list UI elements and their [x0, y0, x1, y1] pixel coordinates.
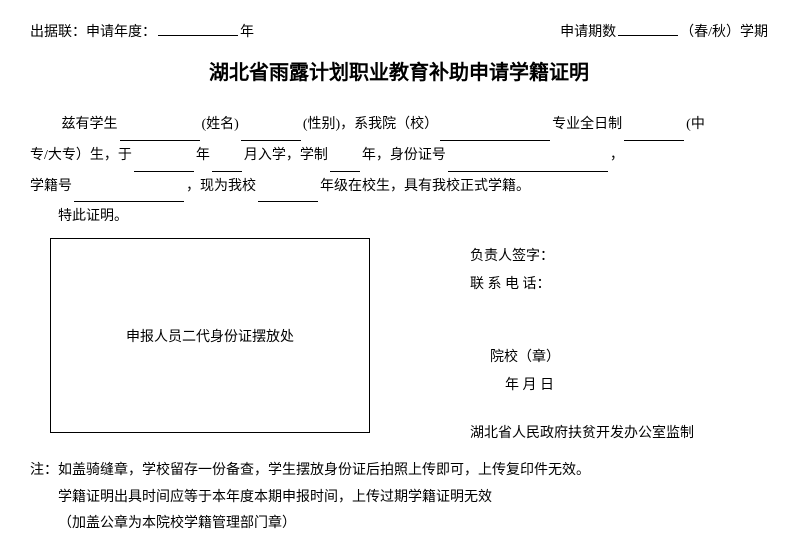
year-blank	[158, 20, 238, 36]
note-3: （加盖公章为本院校学籍管理部门章）	[30, 511, 768, 538]
note1-text: 如盖骑缝章，学校留存一份备查，学生摆放身份证后拍照上传即可，上传复印件无效。	[58, 463, 590, 478]
l2b: 年	[196, 148, 210, 163]
grade-blank	[258, 186, 318, 202]
l3b: ，现为我校	[186, 179, 256, 194]
l3a: 学籍号	[30, 179, 72, 194]
id-box-text: 申报人员二代身份证摆放处	[126, 326, 294, 346]
l2d: 年，身份证号	[362, 148, 446, 163]
id-card-box: 申报人员二代身份证摆放处	[50, 238, 370, 433]
supervise-line: 湖北省人民政府扶贫开发办公室监制	[470, 420, 768, 448]
tel-label: 联 系 电 话：	[470, 271, 768, 299]
lower-section: 申报人员二代身份证摆放处 负责人签字： 联 系 电 话： 院校（章） 年 月 日…	[30, 238, 768, 448]
school-stamp: 院校（章）	[490, 344, 768, 372]
id-box-wrap: 申报人员二代身份证摆放处	[30, 238, 370, 448]
date-line: 年 月 日	[490, 372, 768, 400]
body-text: 兹有学生 (姓名) (性别)，系我院（校） 专业全日制 (中 专/大专）生，于 年 月入学，…	[30, 110, 768, 233]
l2a: 专/大专）生，于	[30, 148, 132, 163]
note-2: 学籍证明出具时间应等于本年度本期申报时间，上传过期学籍证明无效	[30, 485, 768, 512]
header-left: 出据联： 申请年度： 年	[30, 20, 254, 41]
stamp-group: 院校（章） 年 月 日	[470, 344, 768, 400]
note-1: 注：如盖骑缝章，学校留存一份备查，学生摆放身份证后拍照上传即可，上传复印件无效。	[30, 458, 768, 485]
gender-blank	[241, 125, 301, 141]
period-blank	[618, 20, 678, 36]
name-blank	[120, 125, 200, 141]
l1a: 兹有学生	[62, 117, 118, 132]
document-title: 湖北省雨露计划职业教育补助申请学籍证明	[30, 56, 768, 85]
l1d: 专业全日制	[552, 117, 622, 132]
note-prefix: 注：	[30, 463, 58, 478]
major-blank	[624, 125, 684, 141]
l2c: 月入学，学制	[244, 148, 328, 163]
sign-group: 负责人签字： 联 系 电 话：	[470, 243, 768, 299]
body-line1: 兹有学生 (姓名) (性别)，系我院（校） 专业全日制 (中	[30, 110, 768, 141]
right-info: 负责人签字： 联 系 电 话： 院校（章） 年 月 日 湖北省人民政府扶贫开发办…	[370, 238, 768, 448]
l1e: (中	[686, 117, 705, 132]
student-id-blank	[74, 186, 184, 202]
year-label: 申请年度：	[86, 21, 156, 41]
header-row: 出据联： 申请年度： 年 申请期数 （春/秋）学期	[30, 20, 768, 41]
enroll-year-blank	[134, 156, 194, 172]
l1c: (性别)，系我院（校）	[303, 117, 438, 132]
notes-section: 注：如盖骑缝章，学校留存一份备查，学生摆放身份证后拍照上传即可，上传复印件无效。…	[30, 458, 768, 538]
l2e: ，	[610, 148, 624, 163]
header-right: 申请期数 （春/秋）学期	[560, 20, 768, 41]
body-line3: 学籍号 ，现为我校 年级在校生，具有我校正式学籍。	[30, 172, 768, 203]
idnum-blank	[448, 156, 608, 172]
stub-label: 出据联：	[30, 21, 86, 41]
year-suffix: 年	[240, 21, 254, 41]
school-blank	[440, 125, 550, 141]
period-paren: （春/秋）学期	[680, 21, 768, 41]
body-line4: 特此证明。	[30, 202, 768, 233]
duration-blank	[330, 156, 360, 172]
body-line2: 专/大专）生，于 年 月入学，学制 年，身份证号 ，	[30, 141, 768, 172]
signer-label: 负责人签字：	[470, 243, 768, 271]
l3c: 年级在校生，具有我校正式学籍。	[320, 179, 530, 194]
l1b: (姓名)	[202, 117, 239, 132]
enroll-month-blank	[212, 156, 242, 172]
period-label: 申请期数	[560, 21, 616, 41]
